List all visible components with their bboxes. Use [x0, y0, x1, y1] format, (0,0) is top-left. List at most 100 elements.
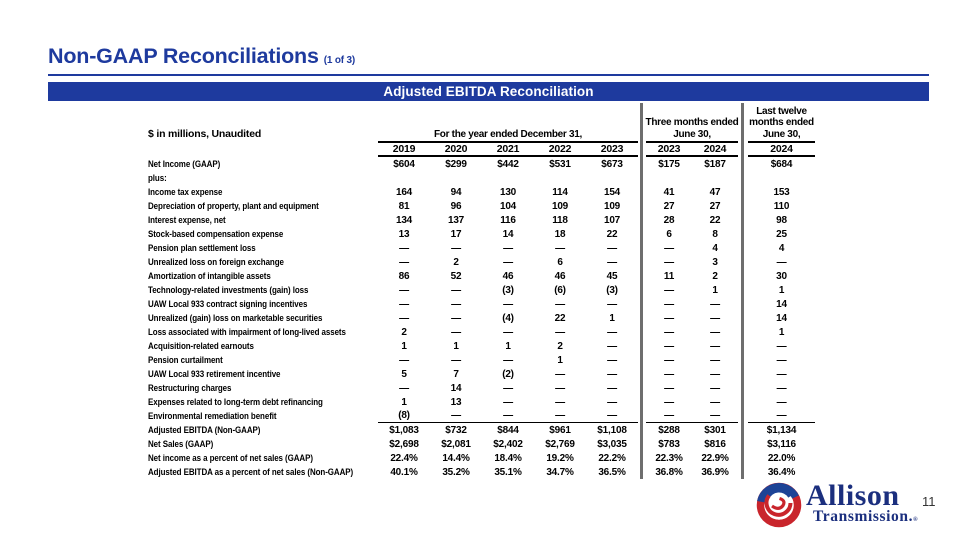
- cell-value: 154: [603, 186, 621, 198]
- cell-value: —: [451, 298, 461, 310]
- cell-value: —: [607, 326, 617, 338]
- cell-value: —: [710, 312, 720, 324]
- cell-value: —: [503, 354, 513, 366]
- cell-value: 109: [603, 200, 621, 212]
- cell-value: 46: [502, 270, 514, 282]
- cell-value: —: [664, 312, 674, 324]
- cell-value: 17: [450, 228, 462, 240]
- cell-value: 109: [551, 200, 569, 212]
- cell-value: 27: [709, 200, 721, 212]
- row-label: Pension curtailment: [148, 354, 223, 366]
- year-label: 2021: [482, 143, 534, 157]
- cell-value: $2,769: [545, 438, 575, 450]
- title-underline: [48, 74, 929, 76]
- cell-value: —: [534, 409, 586, 423]
- cell-value: (2): [502, 368, 514, 380]
- cell-value: —: [664, 396, 674, 408]
- cell-value: 134: [395, 214, 413, 226]
- page-number: 11: [922, 494, 936, 509]
- cell-value: 1: [609, 312, 615, 324]
- cell-value: 130: [499, 186, 517, 198]
- cell-value: $1,083: [389, 424, 419, 436]
- cell-value: —: [692, 409, 738, 423]
- row-label: Unrealized loss on foreign exchange: [148, 256, 284, 268]
- cell-value: 18.4%: [494, 452, 522, 464]
- logo-line1: Allison: [806, 479, 900, 512]
- cell-value: 13: [398, 228, 410, 240]
- cell-value: 14: [502, 228, 514, 240]
- cell-value: (3): [606, 284, 618, 296]
- cell-value: $1,134: [766, 424, 797, 436]
- cell-value: 13: [450, 396, 462, 408]
- year-label: 2020: [430, 143, 482, 157]
- cell-value: $844: [497, 424, 519, 436]
- cell-value: —: [399, 382, 409, 394]
- logo-line2: Transmission.®: [813, 508, 919, 525]
- cell-value: $3,116: [767, 438, 796, 450]
- cell-value: 86: [398, 270, 410, 282]
- cell-value: —: [451, 354, 461, 366]
- cell-value: —: [607, 354, 617, 366]
- cell-value: 35.1%: [494, 466, 522, 478]
- cell-value: $1,108: [597, 424, 627, 436]
- cell-value: $442: [497, 158, 519, 170]
- cell-value: $816: [704, 438, 726, 450]
- cell-value: —: [607, 382, 617, 394]
- cell-value: (8): [378, 409, 430, 423]
- cell-value: 28: [663, 214, 675, 226]
- row-label: Adjusted EBITDA as a percent of net sale…: [148, 466, 354, 478]
- cell-value: 34.7%: [546, 466, 574, 478]
- cell-value: 1: [401, 396, 407, 408]
- cell-value: —: [503, 242, 513, 254]
- row-label: Amortization of intangible assets: [148, 270, 271, 282]
- cell-value: 46: [554, 270, 566, 282]
- cell-value: 114: [552, 186, 568, 198]
- row-label: Expenses related to long-term debt refin…: [148, 396, 323, 408]
- cell-value: —: [555, 382, 565, 394]
- cell-value: $531: [549, 158, 571, 170]
- cell-value: —: [503, 256, 513, 268]
- row-label: Restructuring charges: [148, 382, 232, 394]
- allison-transmission-logo: Allison Transmission.®: [756, 479, 919, 528]
- cell-value: 1: [401, 340, 407, 352]
- cell-value: —: [451, 326, 461, 338]
- cell-value: 1: [712, 284, 718, 296]
- column-divider-2: [741, 103, 744, 479]
- cell-value: —: [664, 326, 674, 338]
- cell-value: $684: [770, 158, 793, 170]
- column-group-label: Three months ended June 30,: [646, 103, 739, 143]
- year-label: 2019: [378, 143, 430, 157]
- cell-value: $732: [445, 424, 467, 436]
- cell-value: $301: [704, 424, 726, 436]
- row-label: Depreciation of property, plant and equi…: [148, 200, 319, 212]
- cell-value: 47: [709, 186, 721, 198]
- cell-value: 19.2%: [546, 452, 574, 464]
- row-label: Technology-related investments (gain) lo…: [148, 284, 309, 296]
- section-header-bar: Adjusted EBITDA Reconciliation: [48, 82, 929, 101]
- year-label: 2024: [692, 143, 738, 157]
- cell-value: 4: [778, 242, 785, 254]
- cell-value: —: [555, 242, 565, 254]
- cell-value: —: [430, 409, 482, 423]
- column-divider-1: [640, 103, 643, 479]
- cell-value: —: [776, 382, 787, 394]
- row-label: UAW Local 933 contract signing incentive…: [148, 298, 308, 310]
- cell-value: (3): [502, 284, 514, 296]
- cell-value: $961: [549, 424, 571, 436]
- cell-value: $2,698: [389, 438, 419, 450]
- cell-value: —: [664, 284, 674, 296]
- cell-value: —: [776, 396, 787, 408]
- cell-value: 22.3%: [655, 452, 683, 464]
- cell-value: 8: [712, 228, 718, 240]
- cell-value: 6: [557, 256, 563, 268]
- cell-value: —: [503, 396, 513, 408]
- ebitda-table: $ in millions, Unaudited For the year end…: [148, 103, 815, 479]
- cell-value: $187: [704, 158, 726, 170]
- cell-value: —: [748, 409, 815, 423]
- cell-value: —: [399, 256, 409, 268]
- cell-value: —: [776, 256, 787, 268]
- row-label: Stock-based compensation expense: [148, 228, 284, 240]
- year-label: 2023: [586, 143, 638, 157]
- cell-value: —: [607, 396, 617, 408]
- row-label: Environmental remediation benefit: [148, 410, 277, 422]
